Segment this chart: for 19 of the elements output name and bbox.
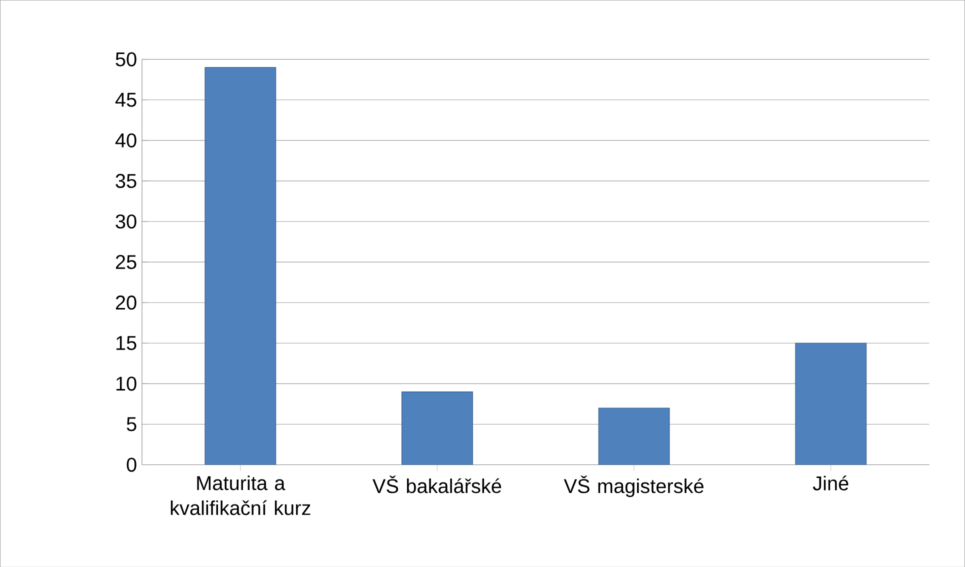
- y-tick-label: 15: [116, 336, 136, 350]
- y-tick-label: 0: [126, 458, 136, 472]
- x-tick-label: VŠ magisterské: [564, 475, 704, 497]
- y-tick-label: 45: [115, 92, 136, 107]
- x-tick-label: Maturita a kvalifikační kurz: [170, 475, 310, 515]
- y-tick-label: 25: [116, 254, 136, 269]
- y-tick-label: 50: [116, 52, 136, 66]
- bar: [795, 342, 867, 465]
- y-tick-label: 5: [126, 417, 136, 431]
- y-tick-label: 35: [116, 174, 136, 188]
- x-tick-label: VŠ bakalářské: [372, 475, 502, 493]
- bar: [204, 66, 276, 465]
- y-tick-label: 10: [116, 376, 136, 391]
- bar: [402, 391, 473, 465]
- y-tick-label: 40: [115, 133, 136, 148]
- x-tick-label: Jiné: [812, 475, 848, 490]
- y-tick-label: 30: [116, 214, 136, 228]
- y-tick-label: 20: [116, 295, 136, 310]
- bar: [598, 408, 670, 465]
